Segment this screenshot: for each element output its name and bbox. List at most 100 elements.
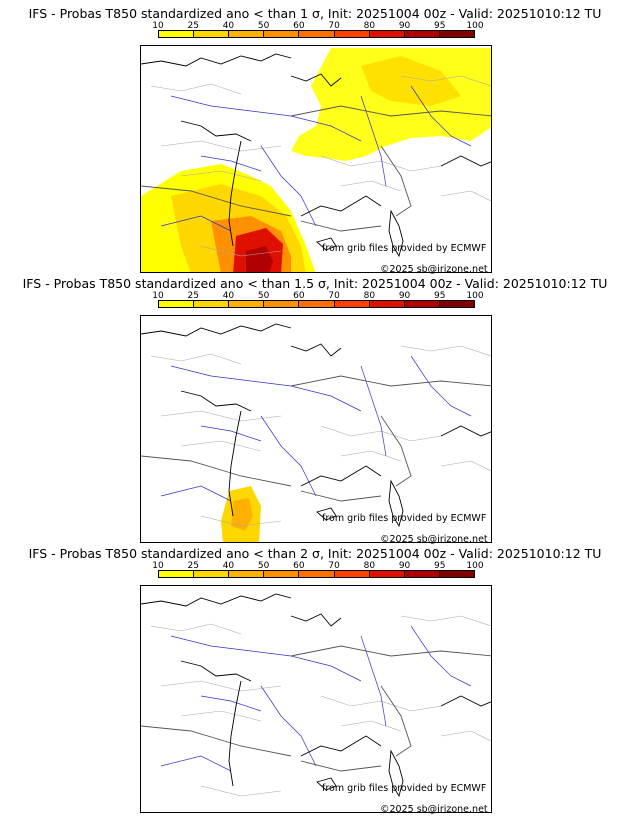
colorbar-tick-label: 100 [466, 21, 484, 31]
coastline [316, 777, 337, 791]
map-canvas [141, 48, 491, 272]
coastline [388, 209, 404, 258]
coastline [300, 735, 382, 757]
colorbar-tick-label: 60 [293, 21, 305, 31]
colorbar-tick-label: 25 [187, 291, 199, 301]
coastline [290, 343, 342, 357]
admin-boundary [150, 353, 242, 365]
coastline [388, 749, 404, 798]
admin-boundary [150, 83, 242, 95]
colorbar-tick-label: 10 [152, 291, 164, 301]
colorbar-tick-label: 40 [222, 21, 235, 31]
colorbar-segment [368, 571, 404, 577]
colorbar-segment [298, 571, 334, 577]
colorbar-segment [193, 301, 229, 307]
river-line [170, 635, 362, 682]
map-panel-2: IFS - Probas T850 standardized ano < tha… [0, 276, 630, 545]
coastline [180, 390, 252, 412]
admin-boundary [440, 460, 491, 472]
colorbar-segment [159, 31, 194, 37]
colorbar-segment [159, 571, 194, 577]
coastline [228, 410, 242, 517]
country-border [380, 685, 412, 757]
colorbar-segment [403, 571, 439, 577]
river-line [260, 145, 317, 227]
colorbar-tick-label: 50 [257, 561, 270, 571]
colorbar-tick-label: 25 [187, 21, 199, 31]
admin-boundary [320, 425, 442, 442]
colorbar-tick-label: 60 [293, 561, 305, 571]
colorbar-tick-label: 90 [398, 291, 411, 301]
admin-boundary [440, 730, 491, 742]
coastline [141, 323, 292, 337]
admin-boundary [400, 75, 491, 87]
river-line [160, 485, 232, 502]
river-line [200, 425, 262, 442]
admin-boundary [160, 140, 282, 152]
colorbar-tick-label: 80 [363, 561, 376, 571]
colorbar-tick-label: 70 [328, 561, 340, 571]
map-canvas [141, 593, 491, 798]
colorbar-tick-label: 40 [222, 291, 235, 301]
coastline [300, 465, 382, 487]
coastline [290, 613, 342, 627]
map-area [140, 45, 492, 273]
colorbar-segment [333, 31, 369, 37]
colorbar-tick-label: 25 [187, 561, 199, 571]
admin-boundary [440, 190, 491, 202]
country-border [300, 760, 382, 772]
river-line [160, 215, 232, 232]
colorbar-segment [403, 301, 439, 307]
admin-boundary [160, 410, 282, 422]
country-border [290, 375, 491, 387]
colorbar-segment [263, 571, 299, 577]
coastline [440, 425, 491, 437]
map-title: IFS - Probas T850 standardized ano < tha… [22, 276, 608, 291]
colorbar-segment [263, 301, 299, 307]
data-source-credit: from grib files provided by ECMWF [322, 513, 487, 524]
colorbar-tick-label: 90 [398, 21, 411, 31]
data-source-credit: from grib files provided by ECMWF [322, 243, 487, 254]
colorbar-segment [228, 31, 264, 37]
country-border [141, 185, 292, 217]
colorbar-tick-label: 60 [293, 291, 305, 301]
admin-boundary [340, 720, 402, 732]
admin-boundary [200, 785, 282, 797]
admin-boundary [400, 615, 491, 627]
colorbar-tick-label: 70 [328, 291, 340, 301]
admin-boundary [400, 345, 491, 357]
coastline [316, 507, 337, 521]
colorbar-segment [333, 571, 369, 577]
river-line [200, 695, 262, 712]
admin-boundary [320, 695, 442, 712]
probability-field-north-east-inner [361, 56, 461, 106]
admin-boundary [160, 680, 282, 692]
admin-boundary [200, 245, 282, 257]
colorbar-segment [228, 301, 264, 307]
coastline [180, 660, 252, 682]
coastline [141, 593, 292, 607]
coastline [316, 237, 337, 251]
map-area [140, 585, 492, 813]
map-title: IFS - Probas T850 standardized ano < tha… [28, 546, 602, 561]
admin-boundary [180, 710, 262, 722]
country-border [141, 455, 292, 487]
copyright-notice: ©2025 sb@irizone.net [380, 804, 488, 815]
country-border [290, 645, 491, 657]
colorbar-tick-label: 50 [257, 291, 270, 301]
admin-boundary [180, 170, 262, 182]
river-line [410, 355, 472, 417]
country-border [380, 415, 412, 487]
country-border [380, 145, 412, 217]
coastline [440, 695, 491, 707]
coastline [440, 155, 491, 167]
coastline [228, 140, 242, 247]
colorbar-segment [193, 31, 229, 37]
admin-boundary [320, 155, 442, 172]
colorbar-segment [333, 301, 369, 307]
copyright-notice: ©2025 sb@irizone.net [380, 534, 488, 545]
admin-boundary [340, 180, 402, 192]
copyright-notice: ©2025 sb@irizone.net [380, 264, 488, 275]
colorbar-tick-label: 80 [363, 291, 376, 301]
colorbar-segment [298, 31, 334, 37]
